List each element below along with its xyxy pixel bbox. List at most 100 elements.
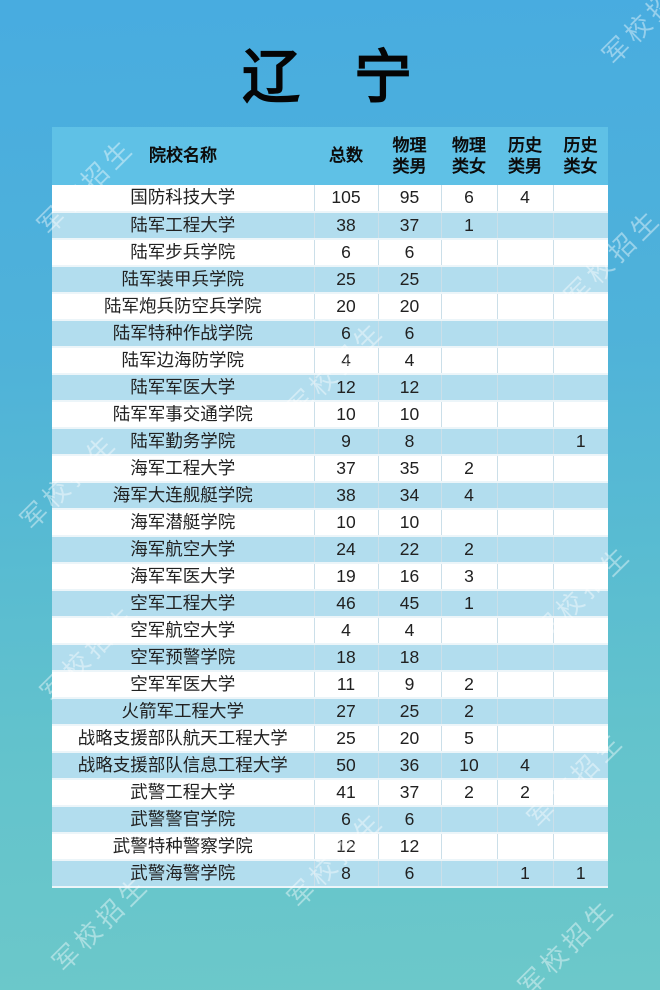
value-cell: 36 xyxy=(377,752,441,780)
value-cell xyxy=(440,347,497,375)
table-row: 陆军特种作战学院 6 6 xyxy=(52,320,608,348)
value-cell: 6 xyxy=(377,239,441,267)
value-cell xyxy=(552,563,608,591)
value-cell xyxy=(496,455,553,483)
school-name-cell: 陆军步兵学院 xyxy=(52,239,314,267)
column-header-total: 总数 xyxy=(314,127,378,185)
value-cell: 4 xyxy=(377,347,441,375)
value-cell: 95 xyxy=(377,185,441,213)
value-cell xyxy=(552,374,608,402)
table-row: 武警海警学院 8 6 1 1 xyxy=(52,860,608,888)
value-cell: 1 xyxy=(496,860,553,888)
value-cell: 35 xyxy=(377,455,441,483)
table-row: 空军航空大学 4 4 xyxy=(52,617,608,645)
admission-table: 院校名称 总数 物理 类男 物理 类女 历史 类男 历史 类女 国防科技大学 105 95 6 4… xyxy=(52,127,608,888)
value-cell xyxy=(496,374,553,402)
school-name-cell: 战略支援部队航天工程大学 xyxy=(52,725,314,753)
school-name-cell: 海军潜艇学院 xyxy=(52,509,314,537)
value-cell xyxy=(496,428,553,456)
school-name-cell: 陆军装甲兵学院 xyxy=(52,266,314,294)
value-cell xyxy=(440,401,497,429)
value-cell xyxy=(440,374,497,402)
value-cell xyxy=(440,428,497,456)
school-name-cell: 空军预警学院 xyxy=(52,644,314,672)
value-cell: 20 xyxy=(377,725,441,753)
value-cell xyxy=(496,239,553,267)
value-cell xyxy=(496,590,553,618)
value-cell xyxy=(496,401,553,429)
value-cell xyxy=(440,644,497,672)
value-cell: 5 xyxy=(440,725,497,753)
value-cell xyxy=(496,212,553,240)
table-row: 陆军炮兵防空兵学院 20 20 xyxy=(52,293,608,321)
school-name-cell: 海军军医大学 xyxy=(52,563,314,591)
school-name-cell: 武警警官学院 xyxy=(52,806,314,834)
value-cell: 9 xyxy=(313,428,378,456)
value-cell: 6 xyxy=(377,320,441,348)
value-cell xyxy=(496,347,553,375)
table-row: 海军军医大学 19 16 3 xyxy=(52,563,608,591)
value-cell xyxy=(496,806,553,834)
table-row: 火箭军工程大学 27 25 2 xyxy=(52,698,608,726)
school-name-cell: 陆军勤务学院 xyxy=(52,428,314,456)
table-header: 院校名称 总数 物理 类男 物理 类女 历史 类男 历史 类女 xyxy=(52,127,608,185)
value-cell xyxy=(496,617,553,645)
value-cell: 25 xyxy=(313,266,378,294)
column-header-hist_female: 历史 类女 xyxy=(553,127,608,185)
school-name-cell: 武警特种警察学院 xyxy=(52,833,314,861)
value-cell: 25 xyxy=(377,698,441,726)
value-cell: 20 xyxy=(313,293,378,321)
value-cell: 37 xyxy=(377,779,441,807)
value-cell xyxy=(496,833,553,861)
value-cell xyxy=(440,860,497,888)
column-header-phys_female: 物理 类女 xyxy=(441,127,497,185)
value-cell xyxy=(552,401,608,429)
table-header-row: 院校名称 总数 物理 类男 物理 类女 历史 类男 历史 类女 xyxy=(52,127,608,185)
school-name-cell: 战略支援部队信息工程大学 xyxy=(52,752,314,780)
value-cell: 2 xyxy=(440,455,497,483)
value-cell xyxy=(552,671,608,699)
value-cell xyxy=(440,320,497,348)
value-cell: 105 xyxy=(313,185,378,213)
value-cell: 45 xyxy=(377,590,441,618)
value-cell: 6 xyxy=(440,185,497,213)
value-cell xyxy=(440,509,497,537)
table-row: 海军工程大学 37 35 2 xyxy=(52,455,608,483)
value-cell xyxy=(440,239,497,267)
value-cell: 2 xyxy=(440,698,497,726)
value-cell: 25 xyxy=(377,266,441,294)
school-name-cell: 空军航空大学 xyxy=(52,617,314,645)
value-cell: 46 xyxy=(313,590,378,618)
value-cell: 27 xyxy=(313,698,378,726)
value-cell xyxy=(552,698,608,726)
value-cell: 25 xyxy=(313,725,378,753)
value-cell: 4 xyxy=(440,482,497,510)
value-cell xyxy=(552,644,608,672)
value-cell: 38 xyxy=(313,212,378,240)
table-row: 武警警官学院 6 6 xyxy=(52,806,608,834)
value-cell: 18 xyxy=(377,644,441,672)
value-cell: 1 xyxy=(440,590,497,618)
value-cell xyxy=(496,536,553,564)
school-name-cell: 武警海警学院 xyxy=(52,860,314,888)
school-name-cell: 陆军军医大学 xyxy=(52,374,314,402)
value-cell: 10 xyxy=(377,401,441,429)
table-row: 空军军医大学 11 9 2 xyxy=(52,671,608,699)
table-row: 海军潜艇学院 10 10 xyxy=(52,509,608,537)
value-cell: 22 xyxy=(377,536,441,564)
school-name-cell: 空军军医大学 xyxy=(52,671,314,699)
value-cell: 6 xyxy=(377,806,441,834)
value-cell: 12 xyxy=(377,374,441,402)
value-cell: 12 xyxy=(313,833,378,861)
value-cell: 2 xyxy=(440,779,497,807)
value-cell: 4 xyxy=(313,347,378,375)
value-cell: 37 xyxy=(377,212,441,240)
value-cell xyxy=(496,698,553,726)
value-cell xyxy=(552,266,608,294)
value-cell: 1 xyxy=(440,212,497,240)
value-cell xyxy=(552,320,608,348)
value-cell xyxy=(496,725,553,753)
value-cell: 1 xyxy=(552,428,608,456)
value-cell: 4 xyxy=(377,617,441,645)
